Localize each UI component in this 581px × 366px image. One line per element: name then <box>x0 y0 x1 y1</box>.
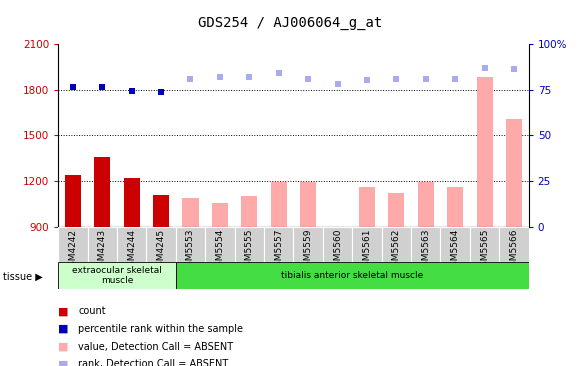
Bar <box>64 175 81 227</box>
Text: GSM5554: GSM5554 <box>216 229 224 272</box>
Bar <box>470 227 499 262</box>
Text: GSM5563: GSM5563 <box>421 229 431 272</box>
Bar <box>300 182 316 227</box>
Bar <box>175 262 529 289</box>
Bar <box>329 227 346 231</box>
Bar <box>352 227 382 262</box>
Bar <box>153 195 169 227</box>
Text: GSM5553: GSM5553 <box>186 229 195 272</box>
Text: GSM4245: GSM4245 <box>156 229 166 272</box>
Bar <box>264 227 293 262</box>
Text: GSM5566: GSM5566 <box>510 229 518 272</box>
Text: GSM5559: GSM5559 <box>304 229 313 272</box>
Bar <box>388 193 404 227</box>
Text: tibialis anterior skeletal muscle: tibialis anterior skeletal muscle <box>281 271 424 280</box>
Bar <box>359 187 375 227</box>
Bar <box>212 202 228 227</box>
Text: GDS254 / AJ006064_g_at: GDS254 / AJ006064_g_at <box>198 16 383 30</box>
Bar <box>124 178 139 227</box>
Bar <box>117 227 146 262</box>
Bar <box>175 227 205 262</box>
Bar <box>58 227 88 262</box>
Bar <box>146 227 176 262</box>
Text: GSM5565: GSM5565 <box>480 229 489 272</box>
Bar <box>241 197 257 227</box>
Bar <box>205 227 235 262</box>
Text: GSM4242: GSM4242 <box>69 229 77 272</box>
Bar <box>271 182 287 227</box>
Text: ■: ■ <box>58 324 69 334</box>
Text: GSM4243: GSM4243 <box>98 229 107 272</box>
Bar <box>447 187 463 227</box>
Bar <box>94 157 110 227</box>
Text: GSM5564: GSM5564 <box>451 229 460 272</box>
Bar <box>506 119 522 227</box>
Bar <box>182 198 199 227</box>
Text: GSM5555: GSM5555 <box>245 229 254 272</box>
Text: ■: ■ <box>58 306 69 317</box>
Text: count: count <box>78 306 106 317</box>
Text: GSM5560: GSM5560 <box>333 229 342 272</box>
Bar <box>235 227 264 262</box>
Text: GSM5557: GSM5557 <box>274 229 283 272</box>
Bar <box>382 227 411 262</box>
Text: rank, Detection Call = ABSENT: rank, Detection Call = ABSENT <box>78 359 229 366</box>
Bar <box>58 262 175 289</box>
Text: tissue ▶: tissue ▶ <box>3 271 42 281</box>
Text: value, Detection Call = ABSENT: value, Detection Call = ABSENT <box>78 341 234 352</box>
Bar <box>293 227 323 262</box>
Bar <box>411 227 440 262</box>
Bar <box>499 227 529 262</box>
Text: GSM5562: GSM5562 <box>392 229 401 272</box>
Text: GSM4244: GSM4244 <box>127 229 136 272</box>
Bar <box>476 78 493 227</box>
Text: percentile rank within the sample: percentile rank within the sample <box>78 324 243 334</box>
Text: ■: ■ <box>58 341 69 352</box>
Text: ■: ■ <box>58 359 69 366</box>
Bar <box>418 182 434 227</box>
Text: extraocular skeletal
muscle: extraocular skeletal muscle <box>72 266 162 285</box>
Text: GSM5561: GSM5561 <box>363 229 371 272</box>
Bar <box>440 227 470 262</box>
Bar <box>88 227 117 262</box>
Bar <box>323 227 352 262</box>
